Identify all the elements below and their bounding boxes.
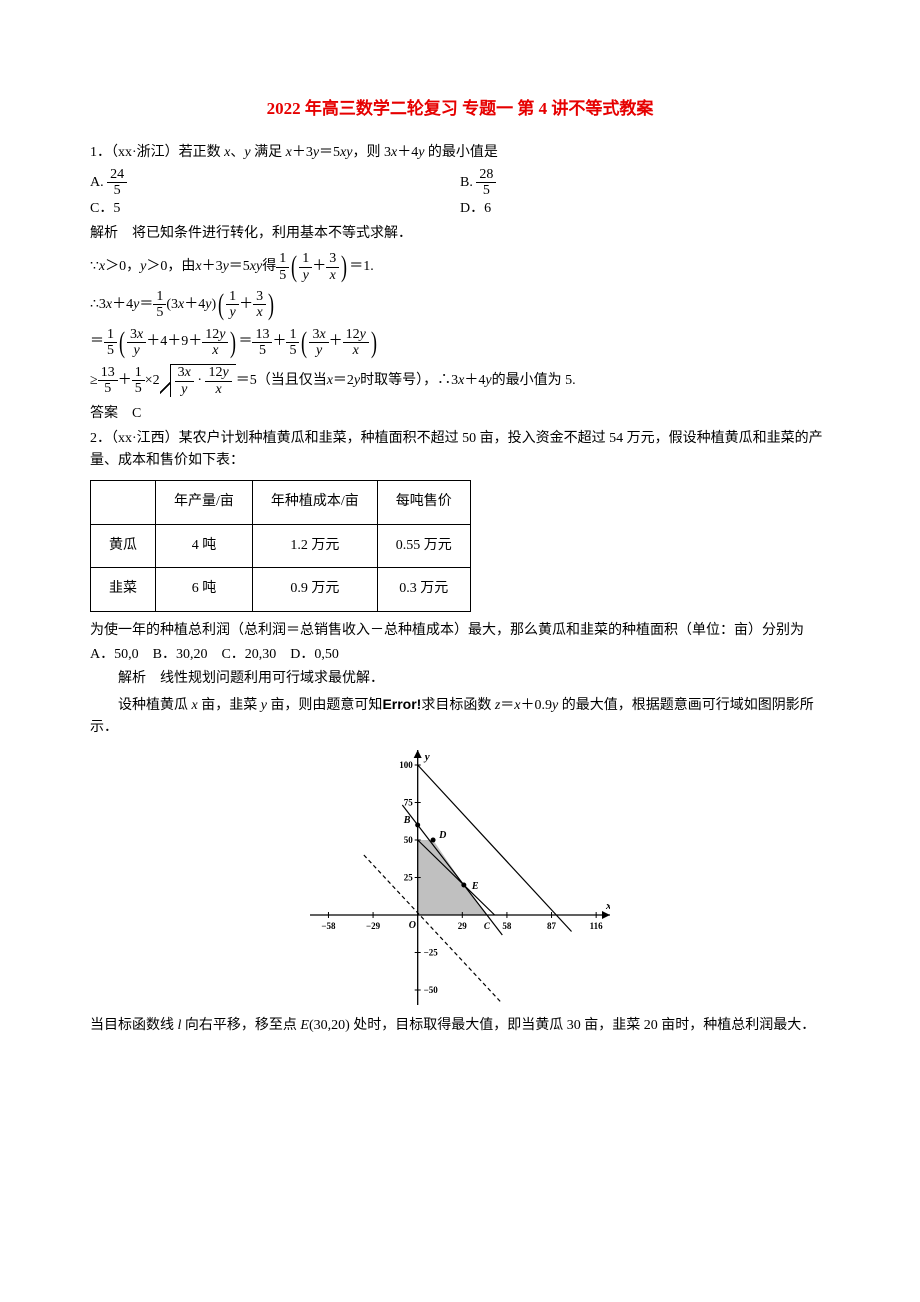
svg-text:−29: −29 bbox=[366, 921, 381, 931]
svg-text:75: 75 bbox=[404, 797, 414, 807]
svg-text:E: E bbox=[471, 881, 479, 892]
q1-option-a: A. 245 bbox=[90, 167, 460, 199]
q1-math-3: ＝ 15 ( 3xy ＋4＋9＋ 12yx ) ＝ 135 ＋ 15 ( 3xy… bbox=[90, 327, 830, 359]
svg-text:C: C bbox=[484, 921, 491, 931]
svg-text:58: 58 bbox=[502, 921, 512, 931]
svg-text:87: 87 bbox=[547, 921, 557, 931]
svg-text:25: 25 bbox=[404, 872, 414, 882]
q1-math-4: ≥ 135 ＋ 15 ×2 3xy · 12yx ＝5（当且仅当 x＝2y 时取… bbox=[90, 364, 830, 397]
svg-text:29: 29 bbox=[458, 921, 468, 931]
q1-option-b: B. 285 bbox=[460, 167, 830, 199]
svg-text:100: 100 bbox=[399, 760, 413, 770]
svg-text:x: x bbox=[605, 900, 610, 912]
q1-option-c: C．5 bbox=[90, 198, 460, 220]
table-row: 韭菜6 吨0.9 万元0.3 万元 bbox=[91, 568, 471, 611]
q2-analysis2: 设种植黄瓜 x 亩，韭菜 y 亩，则由题意可知Error!求目标函数 z＝x＋0… bbox=[90, 693, 830, 740]
q1-option-d: D．6 bbox=[460, 198, 830, 220]
svg-text:50: 50 bbox=[404, 835, 414, 845]
q1-stem: 1．（xx·浙江）若正数 x、y 满足 x＋3y＝5xy，则 3x＋4y 的最小… bbox=[90, 142, 830, 164]
page-title: 2022 年高三数学二轮复习 专题一 第 4 讲不等式教案 bbox=[90, 95, 830, 122]
svg-text:B: B bbox=[403, 815, 411, 826]
q2-options: A．50,0 B．30,20 C．20,30 D．0,50 bbox=[90, 644, 830, 666]
svg-text:D: D bbox=[438, 830, 446, 841]
q1-math-2: ∴3x＋4y＝ 15 (3x＋4y) ( 1y ＋ 3x ) bbox=[90, 289, 830, 321]
q2-conclusion: 当目标函数线 l 向右平移，移至点 E(30,20) 处时，目标取得最大值，即当… bbox=[90, 1015, 830, 1037]
feasible-region-graph: x y −58 −29 29 58 87 116 C −50 −25 25 50 75 100 O B D E bbox=[310, 750, 610, 1005]
q1-answer: 答案 C bbox=[90, 403, 830, 425]
svg-text:−58: −58 bbox=[321, 921, 336, 931]
q2-analysis1: 解析 线性规划问题利用可行域求最优解． bbox=[90, 668, 830, 690]
q1-math-1: ∵x＞0，y＞0，由 x＋3y＝5xy 得 15 ( 1y ＋ 3x ) ＝1. bbox=[90, 251, 830, 283]
q2-table: 年产量/亩 年种植成本/亩 每吨售价 黄瓜4 吨1.2 万元0.55 万元 韭菜… bbox=[90, 480, 471, 611]
q2-stem: 2．（xx·江西）某农户计划种植黄瓜和韭菜，种植面积不超过 50 亩，投入资金不… bbox=[90, 428, 830, 473]
svg-text:−25: −25 bbox=[424, 947, 439, 957]
q1-analysis: 解析 将已知条件进行转化，利用基本不等式求解． bbox=[90, 223, 830, 245]
svg-text:y: y bbox=[423, 751, 430, 763]
svg-text:116: 116 bbox=[590, 921, 604, 931]
svg-text:−50: −50 bbox=[424, 985, 439, 995]
svg-text:O: O bbox=[409, 920, 416, 931]
table-row: 黄瓜4 吨1.2 万元0.55 万元 bbox=[91, 524, 471, 567]
q2-aftertable: 为使一年的种植总利润（总利润＝总销售收入－总种植成本）最大，那么黄瓜和韭菜的种植… bbox=[90, 620, 830, 642]
